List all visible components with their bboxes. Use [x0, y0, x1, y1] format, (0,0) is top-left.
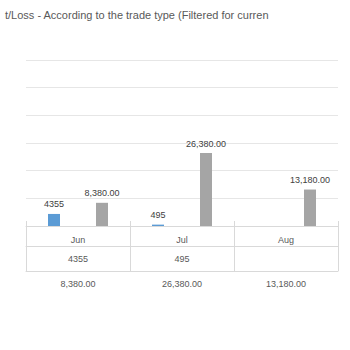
svg-text:495: 495	[174, 254, 189, 264]
svg-text:26,380.00: 26,380.00	[186, 139, 226, 149]
svg-text:8,380.00: 8,380.00	[60, 279, 95, 289]
svg-text:26,380.00: 26,380.00	[162, 279, 202, 289]
svg-text:4355: 4355	[68, 254, 88, 264]
svg-text:4355: 4355	[44, 199, 64, 209]
svg-text:13,180.00: 13,180.00	[290, 175, 330, 185]
svg-text:8,380.00: 8,380.00	[84, 188, 119, 198]
svg-text:Jul: Jul	[176, 235, 188, 245]
svg-text:Jun: Jun	[71, 235, 86, 245]
svg-text:t/Loss - According to the trad: t/Loss - According to the trade type (Fi…	[5, 9, 269, 21]
svg-text:495: 495	[150, 210, 165, 220]
svg-text:13,180.00: 13,180.00	[266, 279, 306, 289]
svg-text:Aug: Aug	[278, 235, 294, 245]
